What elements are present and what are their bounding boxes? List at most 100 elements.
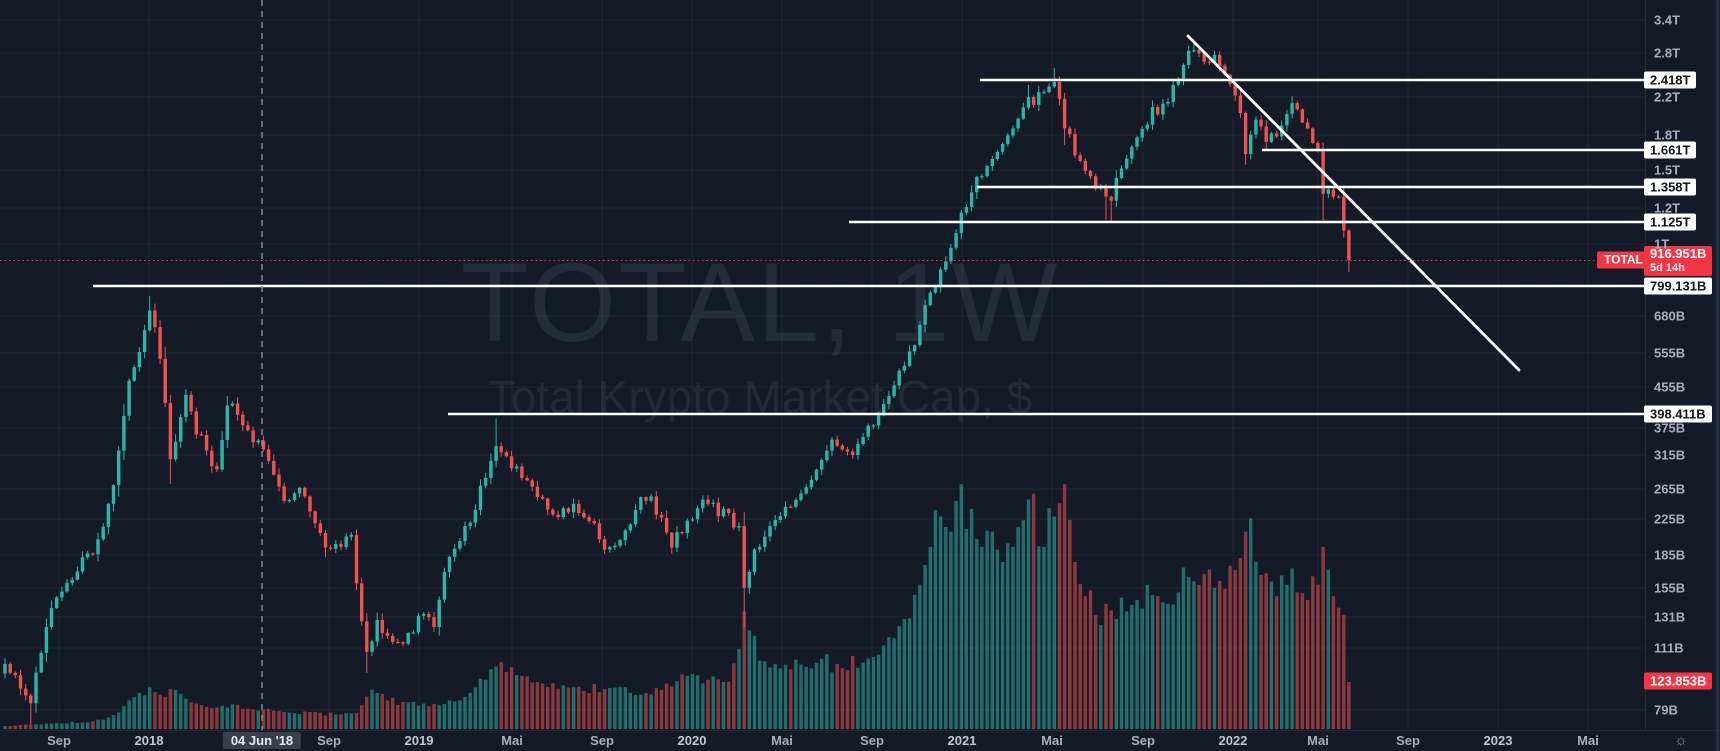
candle-body [1197,50,1201,54]
candle-body [1305,122,1310,129]
volume-bar [494,666,498,729]
candle-body [737,526,741,528]
volume-bar [1254,562,1258,729]
candle-body [442,572,447,600]
price-tick-label: 455B [1654,379,1686,395]
candle-body [1052,82,1056,87]
time-tick-label: 2021 [947,733,977,748]
candle-body [587,517,591,522]
candle-body [1300,109,1305,123]
candle-body [1212,54,1217,62]
volume-bar [287,712,291,729]
volume-bar [1145,584,1149,729]
volume-bar [732,663,736,729]
volume-bar [530,682,534,729]
candle-body [1037,92,1041,105]
volume-bar [923,564,927,729]
volume-bar [654,688,658,729]
volume-bar [1150,595,1155,729]
candle-body [137,352,142,368]
candle-body [845,449,850,452]
volume-bar [871,657,876,729]
volume-bar [189,702,193,729]
volume-bar [142,695,147,729]
volume-bar [241,708,245,729]
candle-body [504,452,509,457]
volume-bar [44,723,49,729]
candle-body [540,497,545,499]
candle-body [727,508,731,513]
candle-body [571,503,576,513]
candle-body [1290,103,1294,114]
candle-body [1269,133,1274,142]
candle-body [1109,196,1113,201]
volume-bar [24,724,28,729]
volume-bar [272,710,276,729]
scrollbar[interactable] [1716,0,1719,751]
volume-bar [349,713,353,729]
candle-body [701,499,705,509]
volume-bar [261,709,266,729]
price-tick-label: 111B [1654,640,1684,656]
volume-bar [840,668,845,729]
volume-bar [954,500,958,729]
volume-bar [701,683,705,729]
candle-body [3,663,7,674]
volume-bar [230,704,235,729]
candle-body [179,417,183,442]
volume-bar [1104,603,1108,729]
candle-body [1176,78,1181,85]
volume-bar [1042,546,1046,729]
candle-body [1295,103,1299,110]
volume-bar [29,724,33,729]
volume-bar [768,667,772,729]
trendline[interactable] [1186,34,1521,372]
time-axis[interactable]: 04 Jun '18 Sep 2018 Sep 2019 Mai Sep 2020 Mai Se… [0,731,1720,751]
volume-bar [328,712,333,729]
volume-bar [1233,569,1237,729]
candle-body [695,508,700,520]
volume-bar [706,679,710,729]
candle-body [1192,50,1196,52]
volume-bar [1057,503,1062,729]
volume-bar [856,667,860,729]
candle-body [825,450,829,460]
candle-body [778,516,782,520]
candle-body [856,443,860,455]
volume-bar [215,707,219,729]
volume-bar [111,715,116,729]
volume-bar [680,674,684,729]
volume-bar [664,683,669,729]
volume-bar [266,708,271,729]
volume-bar [980,546,984,729]
volume-bar [1062,484,1067,729]
volume-bar [608,688,612,729]
volume-bar [897,626,901,729]
volume-bar [65,723,69,729]
candle-body [515,466,519,469]
candle-body [561,508,565,517]
volume-bar [318,712,322,729]
theme-sun-icon[interactable]: ☼ [1674,732,1688,749]
volume-bar [458,700,462,729]
volume-bar [375,692,379,729]
candle-body [1088,171,1093,177]
candle-body [680,532,684,534]
candle-body [158,327,162,359]
volume-bar [297,714,302,729]
candle-body [949,247,953,262]
candle-body [199,434,204,436]
volume-bar [313,711,317,729]
volume-bar [1156,596,1160,729]
volume-bar [685,675,689,729]
volume-bar [1094,615,1098,729]
candle-body [866,425,870,437]
candle-body [101,526,105,540]
volume-bar [246,708,250,729]
price-axis[interactable]: 916.951B 5d 14h 123.853B 3.4T 2.8T 2.2T 1.8… [1644,0,1716,730]
volume-bar [153,692,157,729]
candle-body [251,430,255,443]
candle-body [1285,113,1289,126]
volume-bar [546,687,550,729]
